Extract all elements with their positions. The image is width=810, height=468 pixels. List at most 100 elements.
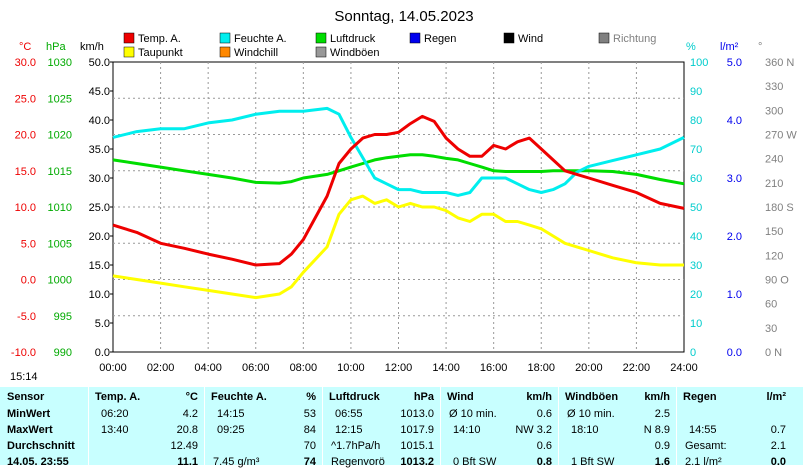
stats-cell: N 8.9 bbox=[643, 424, 670, 436]
stats-cell: 14:10 bbox=[453, 424, 481, 436]
stats-cell: 0.6 bbox=[536, 440, 552, 452]
humidity-tick-label: 30 bbox=[690, 260, 702, 272]
stats-row-label: 14.05. 23:55 bbox=[7, 456, 69, 468]
stats-sensor: Sensor MinWert MaxWert Durchschnitt 14.0… bbox=[0, 387, 88, 468]
wind-unit-label: km/h bbox=[80, 41, 104, 53]
direction-tick-label: 120 bbox=[765, 250, 783, 262]
stats-cell: 1013.2 bbox=[400, 456, 434, 468]
stats-cell: 1.6 bbox=[654, 456, 670, 468]
stats-cell: 70 bbox=[303, 440, 316, 452]
series-line-feuchte-a- bbox=[112, 106, 685, 197]
pressure-tick-label: 1030 bbox=[48, 57, 72, 69]
humidity-tick-label: 60 bbox=[690, 173, 702, 185]
legend-swatch bbox=[219, 46, 231, 58]
stats-cell: 12:15 bbox=[335, 424, 363, 436]
stats-cell: Ø 10 min. bbox=[567, 408, 615, 420]
stats-feuchte: Feuchte A. % 14:15 53 09:25 84 70 7.45 g… bbox=[205, 387, 322, 468]
series-lines bbox=[112, 106, 685, 300]
wind-tick-label: 30.0 bbox=[89, 173, 110, 185]
rain-tick-label: 0.0 bbox=[727, 347, 742, 359]
stats-regen-header: Regen bbox=[683, 391, 717, 403]
stats-cell: 18:10 bbox=[571, 424, 599, 436]
direction-unit-label: ° bbox=[758, 41, 762, 53]
stats-cell: 4.2 bbox=[182, 408, 198, 420]
stats-cell: ^1.7hPa/h bbox=[331, 440, 381, 452]
time-tick-label: 00:00 bbox=[99, 362, 127, 374]
pressure-tick-label: 1020 bbox=[48, 130, 72, 142]
rain-tick-label: 1.0 bbox=[727, 289, 742, 301]
temp-tick-label: 15.0 bbox=[15, 166, 36, 178]
legend-swatch bbox=[123, 32, 135, 44]
humidity-unit-label: % bbox=[686, 41, 696, 53]
direction-tick-label: 210 bbox=[765, 178, 783, 190]
time-tick-label: 12:00 bbox=[385, 362, 413, 374]
temp-tick-label: 25.0 bbox=[15, 93, 36, 105]
stats-cell: 0.7 bbox=[770, 424, 786, 436]
stats-feuchte-unit: % bbox=[306, 391, 316, 403]
humidity-tick-label: 40 bbox=[690, 231, 702, 243]
axis-ticks: 30.025.020.015.010.05.00.0-5.0-10.010301… bbox=[11, 57, 797, 374]
rain-tick-label: 3.0 bbox=[727, 173, 742, 185]
direction-tick-label: 330 bbox=[765, 81, 783, 93]
direction-tick-label: 360 N bbox=[765, 57, 794, 69]
temp-tick-label: 30.0 bbox=[15, 57, 36, 69]
direction-tick-label: 90 O bbox=[765, 275, 789, 287]
humidity-tick-label: 50 bbox=[690, 202, 702, 214]
pressure-tick-label: 1025 bbox=[48, 93, 72, 105]
direction-tick-label: 240 bbox=[765, 154, 783, 166]
temp-tick-label: 10.0 bbox=[15, 202, 36, 214]
legend-label: Luftdruck bbox=[330, 33, 376, 45]
humidity-tick-label: 10 bbox=[690, 318, 702, 330]
stats-cell: 74 bbox=[303, 456, 316, 468]
legend-label: Richtung bbox=[613, 33, 656, 45]
stats-cell: 09:25 bbox=[217, 424, 245, 436]
direction-tick-label: 0 N bbox=[765, 347, 782, 359]
legend-label: Windböen bbox=[330, 47, 380, 59]
axis-units: °C hPa km/h% l/m² ° bbox=[19, 41, 762, 53]
legend-swatch bbox=[219, 32, 231, 44]
wind-tick-label: 50.0 bbox=[89, 57, 110, 69]
wind-tick-label: 25.0 bbox=[89, 202, 110, 214]
humidity-tick-label: 20 bbox=[690, 289, 702, 301]
stats-cell: 20.8 bbox=[176, 424, 198, 436]
time-tick-label: 18:00 bbox=[527, 362, 555, 374]
time-tick-label: 14:00 bbox=[432, 362, 460, 374]
chart-title: Sonntag, 14.05.2023 bbox=[334, 8, 473, 25]
humidity-tick-label: 70 bbox=[690, 144, 702, 156]
wind-tick-label: 40.0 bbox=[89, 115, 110, 127]
wind-tick-label: 5.0 bbox=[95, 318, 110, 330]
stats-cell: 1 Bft SW bbox=[571, 456, 615, 468]
legend-label: Wind bbox=[518, 33, 543, 45]
time-tick-label: 04:00 bbox=[194, 362, 222, 374]
pressure-tick-label: 1005 bbox=[48, 238, 72, 250]
direction-tick-label: 270 W bbox=[765, 130, 797, 142]
legend-swatch bbox=[315, 32, 327, 44]
direction-tick-label: 150 bbox=[765, 226, 783, 238]
stats-feuchte-header: Feuchte A. bbox=[211, 391, 267, 403]
legend-label: Regen bbox=[424, 33, 456, 45]
stats-cell: 1017.9 bbox=[400, 424, 434, 436]
stats-windboeen: Windböen km/h Ø 10 min. 2.5 18:10 N 8.9 … bbox=[559, 387, 676, 468]
temp-tick-label: 5.0 bbox=[21, 238, 36, 250]
humidity-tick-label: 100 bbox=[690, 57, 708, 69]
stats-cell: Ø 10 min. bbox=[449, 408, 497, 420]
wind-tick-label: 20.0 bbox=[89, 231, 110, 243]
stats-luft-header: Luftdruck bbox=[329, 391, 380, 403]
stats-cell: 0 Bft SW bbox=[453, 456, 497, 468]
wind-tick-label: 15.0 bbox=[89, 260, 110, 272]
direction-tick-label: 180 S bbox=[765, 202, 794, 214]
legend-swatch bbox=[315, 46, 327, 58]
wind-tick-label: 0.0 bbox=[95, 347, 110, 359]
pressure-tick-label: 990 bbox=[54, 347, 72, 359]
stats-wind: Wind km/h Ø 10 min. 0.6 14:10 NW 3.2 0.6… bbox=[441, 387, 558, 468]
temp-tick-label: -10.0 bbox=[11, 347, 36, 359]
stats-row-label: MaxWert bbox=[7, 424, 53, 436]
humidity-tick-label: 90 bbox=[690, 86, 702, 98]
rain-tick-label: 2.0 bbox=[727, 231, 742, 243]
stats-cell: 14:15 bbox=[217, 408, 245, 420]
wind-tick-label: 35.0 bbox=[89, 144, 110, 156]
legend-label: Windchill bbox=[234, 47, 278, 59]
legend-swatch bbox=[409, 32, 421, 44]
temp-tick-label: -5.0 bbox=[17, 311, 36, 323]
pressure-tick-label: 1010 bbox=[48, 202, 72, 214]
